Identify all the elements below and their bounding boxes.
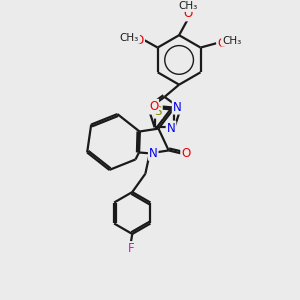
Text: F: F [128, 242, 134, 255]
Text: N: N [173, 100, 182, 114]
Text: O: O [181, 147, 190, 160]
Text: O: O [135, 34, 144, 47]
Text: O: O [217, 37, 226, 50]
Text: S: S [154, 105, 162, 118]
Text: N: N [167, 122, 176, 134]
Text: CH₃: CH₃ [120, 33, 139, 43]
Text: CH₃: CH₃ [179, 1, 198, 11]
Text: O: O [149, 100, 158, 113]
Text: N: N [149, 147, 158, 160]
Text: N: N [148, 100, 156, 114]
Text: O: O [184, 8, 193, 20]
Text: CH₃: CH₃ [222, 36, 241, 46]
